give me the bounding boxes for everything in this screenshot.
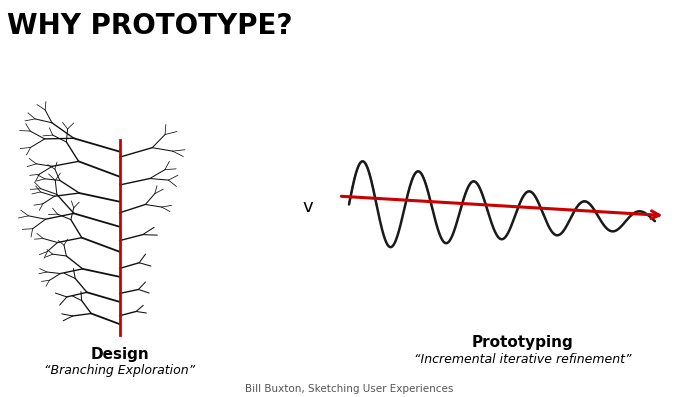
Text: v: v — [302, 198, 313, 216]
Text: Prototyping: Prototyping — [472, 335, 574, 350]
Text: Design: Design — [90, 347, 149, 362]
Text: Bill Buxton, Sketching User Experiences: Bill Buxton, Sketching User Experiences — [245, 384, 453, 394]
Text: “Incremental iterative refinement”: “Incremental iterative refinement” — [414, 353, 632, 366]
Text: “Branching Exploration”: “Branching Exploration” — [44, 364, 195, 377]
Text: WHY PROTOTYPE?: WHY PROTOTYPE? — [7, 12, 292, 40]
